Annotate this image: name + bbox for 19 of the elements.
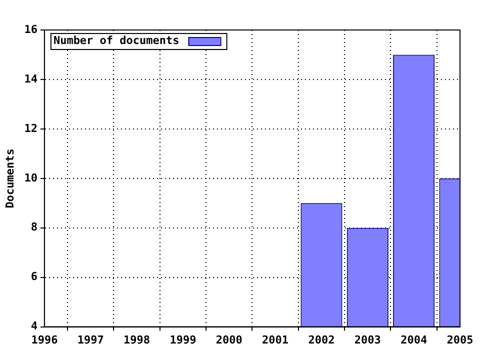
y-tick-label: 12: [24, 122, 38, 135]
x-tick-label: 2004: [400, 333, 428, 346]
x-tick-label: 2003: [354, 333, 381, 346]
x-tick-label: 1997: [77, 333, 104, 346]
x-tick-label: 2001: [262, 333, 289, 346]
x-tick-label: 2005: [446, 333, 474, 346]
x-tick-label: 1998: [124, 333, 150, 346]
y-tick-label: 10: [24, 171, 38, 184]
y-tick-label: 16: [24, 22, 38, 36]
y-tick-label: 14: [24, 72, 38, 86]
y-axis-title: Documents: [3, 148, 16, 208]
x-tick-label: 1996: [31, 333, 58, 346]
y-tick-label: 6: [30, 270, 38, 284]
x-tick-label: 2002: [308, 333, 335, 346]
y-tick-label: 8: [30, 220, 38, 234]
y-tick-label: 4: [30, 320, 38, 333]
x-tick-label: 2000: [216, 333, 242, 346]
legend-label: Number of documents: [53, 34, 180, 47]
x-tick-label: 1999: [170, 333, 196, 346]
